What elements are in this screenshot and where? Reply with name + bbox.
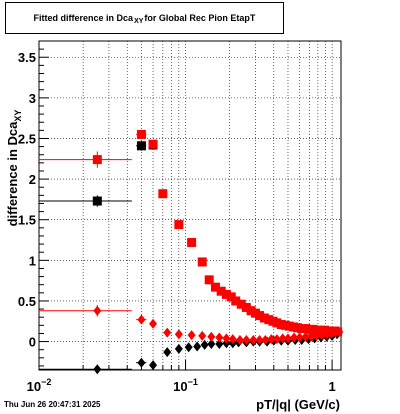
grid xyxy=(38,41,341,370)
x-tick-label: 10−2 xyxy=(27,377,52,394)
diamond-marker xyxy=(137,357,146,368)
square-marker xyxy=(92,155,102,165)
x-axis-label: pT/|q| (GeV/c) xyxy=(256,397,340,412)
x-tick-label-base: 1 xyxy=(328,379,335,394)
diamond-marker xyxy=(207,331,216,342)
square-marker xyxy=(187,237,197,247)
y-tick-label: 0.5 xyxy=(18,294,36,309)
diamond-marker xyxy=(235,334,244,345)
square-marker xyxy=(216,286,226,296)
diamond-marker xyxy=(249,334,258,345)
y-tick-label: 0 xyxy=(29,335,36,350)
square-marker xyxy=(197,257,207,267)
y-axis-label-sub: XY xyxy=(13,110,23,122)
square-marker xyxy=(136,141,146,151)
diamond-marker xyxy=(215,332,224,343)
square-marker xyxy=(92,196,102,206)
timestamp-footer: Thu Jun 26 20:47:31 2025 xyxy=(4,400,101,409)
diamond-marker xyxy=(215,339,224,350)
plot-frame xyxy=(38,40,342,371)
square-marker xyxy=(221,289,231,299)
diamond-marker xyxy=(307,331,316,342)
x-tick-label-exponent: −2 xyxy=(41,377,51,387)
chart-title: Fitted difference in Dca XY for Global R… xyxy=(5,2,284,34)
x-tick-label: 10−1 xyxy=(173,377,198,394)
diamond-marker xyxy=(322,329,331,340)
diamond-marker xyxy=(267,334,276,345)
diamond-marker xyxy=(187,330,196,341)
diamond-marker xyxy=(207,339,216,350)
diamond-marker xyxy=(137,314,146,325)
diamond-marker xyxy=(198,330,207,341)
y-tick-label: 2.5 xyxy=(18,131,36,146)
diamond-marker xyxy=(149,360,158,371)
diamond-marker xyxy=(193,341,202,352)
square-marker xyxy=(148,139,158,149)
diamond-marker xyxy=(255,334,264,345)
diamond-marker xyxy=(174,329,183,340)
y-tick-label: 3.5 xyxy=(18,50,36,65)
square-marker xyxy=(136,129,146,139)
square-marker xyxy=(255,311,265,321)
diamond-marker xyxy=(93,364,102,375)
y-axis-label-main: difference in Dca xyxy=(5,121,20,227)
y-tick-label: 1.5 xyxy=(18,213,36,228)
square-marker xyxy=(241,302,251,312)
y-tick-label: 2 xyxy=(29,172,36,187)
diamond-marker xyxy=(163,327,172,338)
y-axis-label: difference in DcaXY xyxy=(5,110,23,227)
x-tick-label: 1 xyxy=(328,379,335,394)
y-tick-label: 1 xyxy=(29,253,36,268)
diamond-marker xyxy=(163,347,172,358)
data-series xyxy=(39,129,344,375)
y-tick-label: 3 xyxy=(29,91,36,106)
x-tick-label-exponent: −1 xyxy=(188,377,198,387)
diamond-marker xyxy=(228,334,237,345)
diamond-marker xyxy=(272,334,281,345)
square-marker xyxy=(174,220,184,230)
diamond-marker xyxy=(242,334,251,345)
diamond-marker xyxy=(301,331,310,342)
diamond-marker xyxy=(335,326,344,337)
diamond-marker xyxy=(200,339,209,350)
x-tick-label-base: 10 xyxy=(27,379,41,394)
diamond-marker xyxy=(312,330,321,341)
diamond-marker xyxy=(283,333,292,344)
diamond-marker xyxy=(278,333,287,344)
diamond-marker xyxy=(261,334,270,345)
square-marker xyxy=(236,299,246,309)
square-marker xyxy=(210,282,220,292)
diamond-marker xyxy=(93,305,102,316)
diamond-marker xyxy=(290,332,299,343)
diamond-marker xyxy=(222,333,231,344)
title-prefix: Fitted difference in Dca xyxy=(33,13,134,23)
square-marker xyxy=(231,296,241,306)
tick-labels: 00.511.522.533.510−2 10−1 1 xyxy=(18,50,336,394)
x-tick-label-base: 10 xyxy=(173,379,187,394)
diamond-marker xyxy=(184,342,193,353)
square-marker xyxy=(158,189,168,199)
diamond-marker xyxy=(174,343,183,354)
title-suffix: for Global Rec Pion EtapT xyxy=(144,13,256,23)
diamond-marker xyxy=(295,332,304,343)
title-subscript: XY xyxy=(134,17,144,25)
diamond-marker xyxy=(149,318,158,329)
square-marker xyxy=(204,275,214,285)
diamond-marker xyxy=(317,330,326,341)
